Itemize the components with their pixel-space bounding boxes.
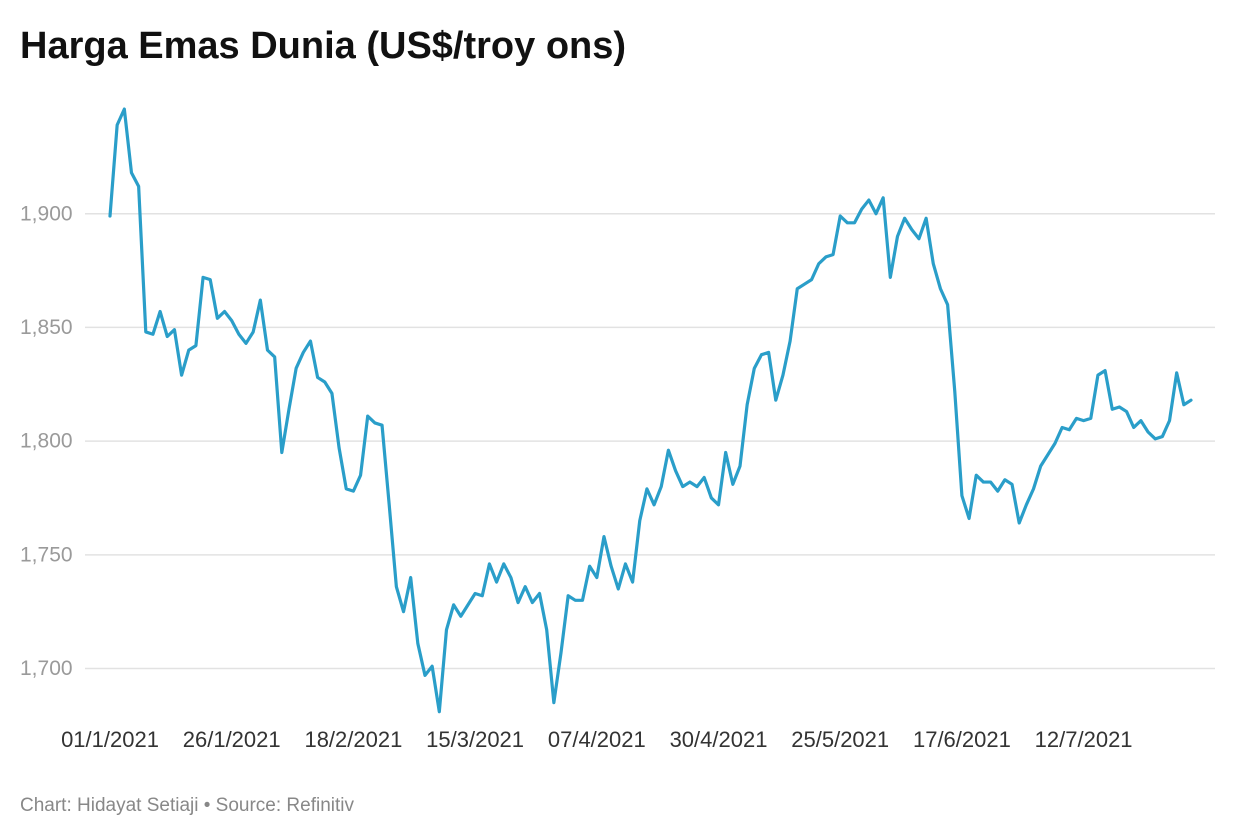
x-tick-label: 07/4/2021 bbox=[548, 727, 646, 752]
chart-source: Chart: Hidayat Setiaji • Source: Refinit… bbox=[20, 795, 355, 816]
x-tick-label: 25/5/2021 bbox=[791, 727, 889, 752]
data-line bbox=[108, 107, 1193, 714]
y-tick-label: 1,700 bbox=[20, 657, 73, 680]
y-tick-label: 1,850 bbox=[20, 316, 73, 339]
x-tick-label: 18/2/2021 bbox=[304, 727, 402, 752]
x-tick-label: 01/1/2021 bbox=[61, 727, 159, 752]
x-tick-label: 12/7/2021 bbox=[1035, 727, 1133, 752]
x-tick-label: 17/6/2021 bbox=[913, 727, 1011, 752]
chart-title: Harga Emas Dunia (US$/troy ons) bbox=[20, 25, 626, 67]
y-tick-label: 1,750 bbox=[20, 543, 73, 566]
x-tick-label: 15/3/2021 bbox=[426, 727, 524, 752]
y-tick-label: 1,900 bbox=[20, 202, 73, 225]
y-tick-label: 1,800 bbox=[20, 430, 73, 453]
x-tick-label: 30/4/2021 bbox=[670, 727, 768, 752]
x-tick-label: 26/1/2021 bbox=[183, 727, 281, 752]
